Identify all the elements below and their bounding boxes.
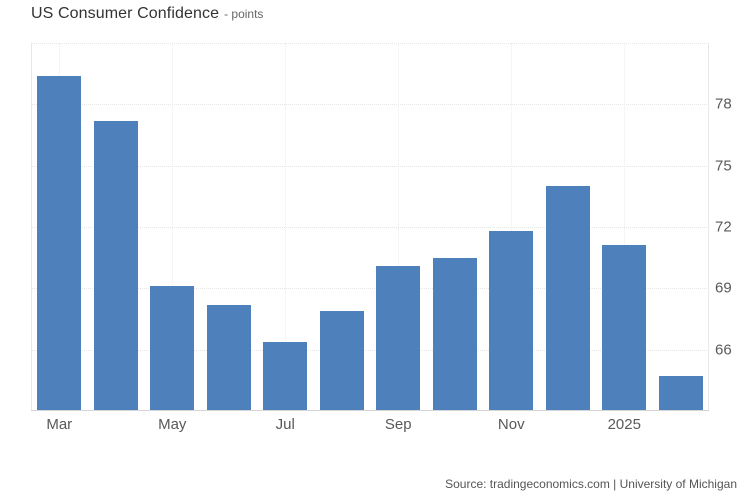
- x-axis-tick-label: Mar: [46, 416, 73, 433]
- x-axis-line: [31, 410, 709, 411]
- bar-0[interactable]: [37, 75, 82, 411]
- source-attribution: Source: tradingeconomics.com | Universit…: [445, 477, 737, 491]
- chart-title-row: US Consumer Confidence - points: [31, 5, 263, 23]
- x-axis-tick-label: Jul: [275, 416, 295, 433]
- bar-3[interactable]: [206, 304, 251, 411]
- y-gridline-78: [31, 104, 709, 106]
- y-axis-tick-label: 72: [715, 218, 732, 236]
- bar-1[interactable]: [93, 120, 138, 411]
- chart-subtitle: - points: [224, 7, 264, 21]
- plot-top-gridline: [31, 43, 709, 44]
- bar-6[interactable]: [376, 265, 421, 411]
- bar-8[interactable]: [489, 231, 534, 411]
- y-gridline-72: [31, 227, 709, 228]
- y-axis-line: [708, 43, 709, 411]
- x-gridline-Sep: [398, 43, 400, 411]
- y-axis-tick-label: 69: [715, 279, 732, 297]
- x-axis-tick-label: Nov: [497, 416, 525, 433]
- plot-left-border: [31, 43, 32, 411]
- x-axis-tick-label: May: [158, 416, 187, 433]
- y-axis-tick-label: 66: [715, 341, 732, 359]
- x-axis-tick-label: 2025: [607, 416, 641, 433]
- bar-7[interactable]: [432, 257, 477, 411]
- chart-title: US Consumer Confidence: [31, 5, 220, 22]
- y-gridline-69: [31, 288, 709, 290]
- x-gridline-2025: [624, 43, 626, 411]
- y-gridline-75: [31, 165, 709, 167]
- y-axis-tick-label: 78: [715, 95, 732, 113]
- x-axis-tick-label: Sep: [384, 416, 412, 433]
- bar-10[interactable]: [602, 245, 647, 411]
- bar-5[interactable]: [319, 310, 364, 411]
- bar-11[interactable]: [658, 376, 703, 411]
- x-gridline-May: [172, 43, 174, 411]
- bar-2[interactable]: [150, 286, 195, 411]
- bar-4[interactable]: [263, 341, 308, 411]
- x-gridline-Jul: [285, 43, 287, 411]
- y-axis-tick-label: 75: [715, 157, 732, 175]
- x-gridline-Nov: [511, 43, 513, 411]
- plot-area: [31, 43, 709, 411]
- bar-9[interactable]: [545, 186, 590, 411]
- y-gridline-66: [31, 349, 709, 351]
